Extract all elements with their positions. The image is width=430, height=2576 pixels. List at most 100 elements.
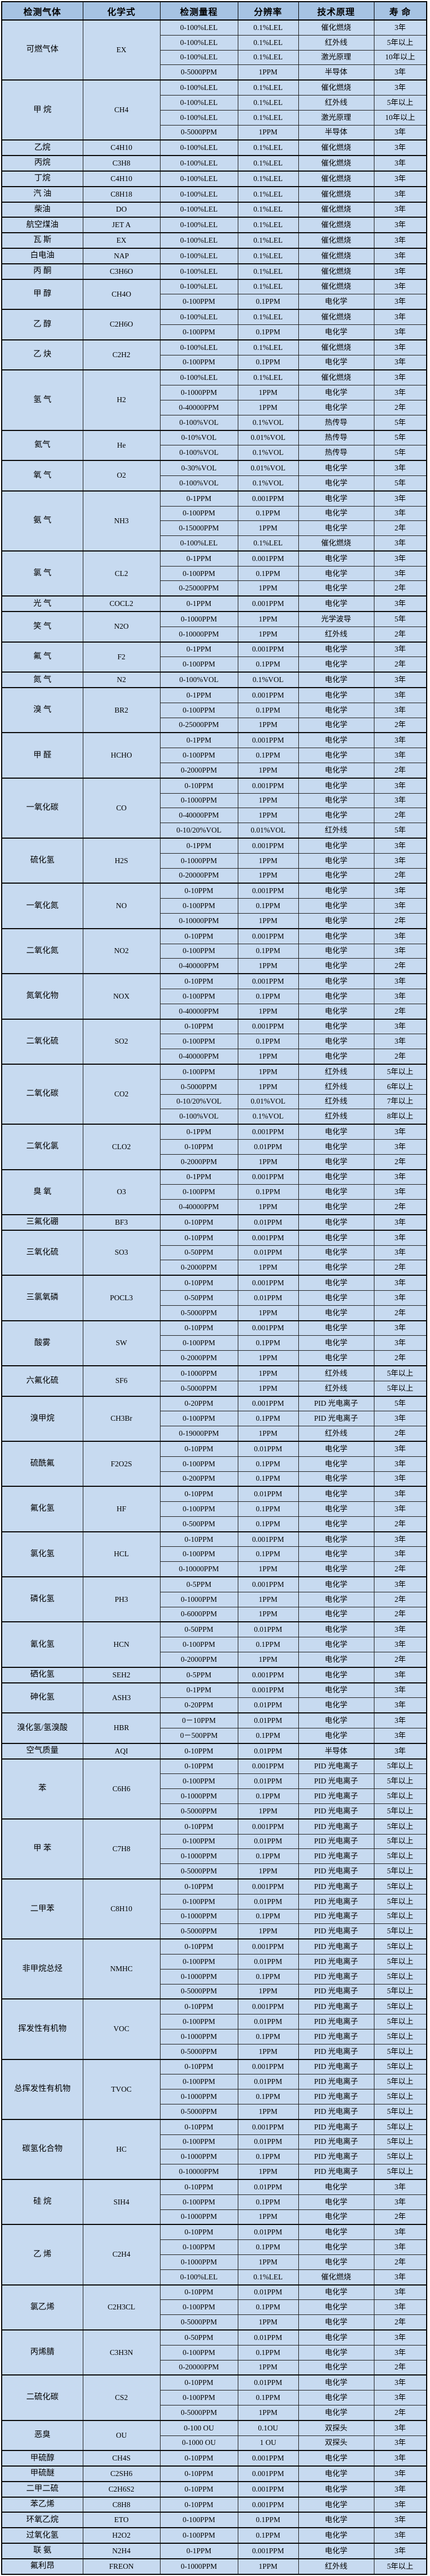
principle-cell: 电化学 [298, 1516, 374, 1532]
lifespan-cell: 3年 [373, 490, 427, 507]
table-row: 苯乙烯 C8H8 0-10PPM 0.001PPM 电化学 3年 [1, 2496, 427, 2513]
principle-cell: 电化学 [298, 385, 374, 400]
range-cell: 0-100PPM [159, 1501, 238, 1517]
lifespan-cell: 3年 [373, 263, 427, 280]
resolution-cell: 1 OU [237, 2435, 299, 2451]
table-row: 柴油 DO 0-100%LEL 0.1%LEL 催化燃烧 3年 [1, 201, 427, 218]
table-row: 一氧化碳 CO 0-10PPM 0.001PPM 电化学 3年 [1, 777, 427, 839]
lifespan-cell: 3年 [373, 201, 427, 218]
lifespan-cell: 5年以上 [373, 1758, 427, 1775]
table-row: 丙烯腈 C3H3N 0-50PPM 0.01PPM 电化学 3年 [1, 2329, 427, 2375]
formula-cell: CLO2 [82, 1124, 161, 1170]
range-cell: 0-100PPM [159, 1954, 238, 1969]
principle-cell: 红外线 [298, 1079, 374, 1095]
lifespan-cell: 5年以上 [373, 2149, 427, 2165]
table-row: 0-100%LEL 0.1%LEL 红外线 5年以上 [2, 34, 427, 51]
lifespan-cell: 3年 [373, 748, 427, 764]
range-cell: 0-100%LEL [159, 139, 238, 156]
lifespan-cell: 2年 [373, 2254, 427, 2270]
lifespan-cell: 2年 [373, 580, 427, 597]
lifespan-cell: 5年以上 [373, 2164, 427, 2180]
table-row: 溴 气 BR2 0-1PPM 0.001PPM 电化学 3年 [1, 687, 427, 733]
principle-cell: 电化学 [298, 958, 374, 974]
gas-name-cell: 一氧化碳 [1, 777, 83, 839]
lifespan-cell: 5年以上 [373, 2014, 427, 2029]
principle-cell: 半导体 [298, 1742, 374, 1760]
formula-cell: NO2 [82, 928, 161, 974]
resolution-cell: 1PPM [237, 2359, 299, 2375]
lifespan-cell: 2年 [373, 1305, 427, 1321]
col-header-resolution: 分辨率 [237, 1, 299, 21]
table-row: 瓦 斯 EX 0-100%LEL 0.1%LEL 催化燃烧 3年 [1, 232, 427, 249]
gas-name-cell: 臭 氧 [1, 1169, 83, 1215]
formula-cell: C4H10 [82, 170, 161, 187]
resolution-cell: 0.001PPM [237, 1682, 299, 1698]
table-row: 0-100PPM 0.1PPM 电化学 3年 [2, 1501, 427, 1517]
resolution-cell: 0.1%LEL [237, 186, 299, 203]
lifespan-cell: 3年 [373, 1184, 427, 1200]
range-cell: 0-1000PPM [159, 385, 238, 400]
resolution-cell: 0.001PPM [237, 838, 299, 854]
table-row: 0-1000PPM 0.1PPM PID 光电离子 5年以上 [2, 1968, 427, 1984]
resolution-cell: 0.01%VOL [237, 823, 299, 839]
gas-name-cell: 甲 烷 [1, 79, 83, 141]
lifespan-cell: 3年 [373, 1546, 427, 1562]
principle-cell: 电化学 [298, 1501, 374, 1517]
principle-cell: 半导体 [298, 124, 374, 141]
resolution-cell: 1PPM [237, 1365, 299, 1381]
range-cell: 0-10PPM [159, 1878, 238, 1895]
resolution-cell: 0.001PPM [237, 1576, 299, 1592]
gas-name-cell: 氢 气 [1, 369, 83, 431]
table-row: 氯化氢 HCL 0-10PPM 0.001PPM 电化学 3年 [1, 1531, 427, 1577]
gas-name-cell: 笑 气 [1, 611, 83, 643]
principle-cell: 电化学 [298, 1049, 374, 1065]
range-cell: 0-5000PPM [159, 1803, 238, 1820]
resolution-cell: 0.1PPM [237, 2527, 299, 2544]
lifespan-cell: 3年 [373, 170, 427, 187]
lifespan-cell: 2年 [373, 399, 427, 415]
resolution-cell: 0.01PPM [237, 2284, 299, 2301]
range-cell: 0-5000PPM [159, 1863, 238, 1880]
range-cell: 0-1000PPM [159, 2149, 238, 2165]
table-row: 0-100%VOL 0.1%VOL 热传导 5年 [2, 445, 427, 461]
resolution-cell: 0.1PPM [237, 1728, 299, 1744]
resolution-cell: 0.01PPM [237, 2178, 299, 2195]
gas-name-cell: 三氯氧磷 [1, 1275, 83, 1321]
lifespan-cell: 3年 [373, 186, 427, 203]
formula-cell: C2SH6 [82, 2465, 161, 2482]
range-cell: 0-100%LEL [159, 339, 238, 355]
principle-cell: 催化燃烧 [298, 339, 374, 355]
lifespan-cell: 3年 [373, 1411, 427, 1427]
resolution-cell: 0.001PPM [237, 2118, 299, 2135]
principle-cell: 电化学 [298, 1561, 374, 1577]
lifespan-cell: 3年 [373, 1666, 427, 1683]
lifespan-cell: 5年以上 [373, 2028, 427, 2044]
lifespan-cell: 3年 [373, 928, 427, 944]
range-cell: 0-1PPM [159, 687, 238, 703]
range-cell: 0-10PPM [159, 2465, 238, 2482]
lifespan-cell: 5年以上 [373, 2558, 427, 2575]
range-cell: 0-10PPM [159, 1018, 238, 1035]
resolution-cell: 0.1%LEL [237, 278, 299, 295]
range-cell: 0-10PPM [159, 2374, 238, 2391]
table-row: 0-5000PPM 1PPM 电化学 2年 [2, 1305, 427, 1321]
resolution-cell: 0.01PPM [237, 1697, 299, 1713]
table-row: 挥发性有机物 VOC 0-10PPM 0.001PPM PID 光电离子 5年以上 [1, 1998, 427, 2060]
lifespan-cell: 3年 [373, 2178, 427, 2195]
principle-cell: 电化学 [298, 1199, 374, 1215]
range-cell: 0-10PPM [159, 2058, 238, 2075]
range-cell: 0-1000PPM [159, 853, 238, 869]
principle-cell: 电化学 [298, 777, 374, 794]
lifespan-cell: 3年 [373, 1471, 427, 1487]
formula-cell: He [82, 429, 161, 461]
principle-cell: 电化学 [298, 520, 374, 537]
gas-name-cell: 氯乙烯 [1, 2284, 83, 2331]
lifespan-cell: 5年以上 [373, 2103, 427, 2120]
principle-cell: 电化学 [298, 1154, 374, 1170]
formula-cell: F2 [82, 641, 161, 673]
resolution-cell: 1PPM [237, 1426, 299, 1442]
resolution-cell: 0.001PPM [237, 973, 299, 990]
lifespan-cell: 2年 [373, 1049, 427, 1065]
lifespan-cell: 3年 [373, 354, 427, 370]
resolution-cell: 0.1PPM [237, 989, 299, 1004]
